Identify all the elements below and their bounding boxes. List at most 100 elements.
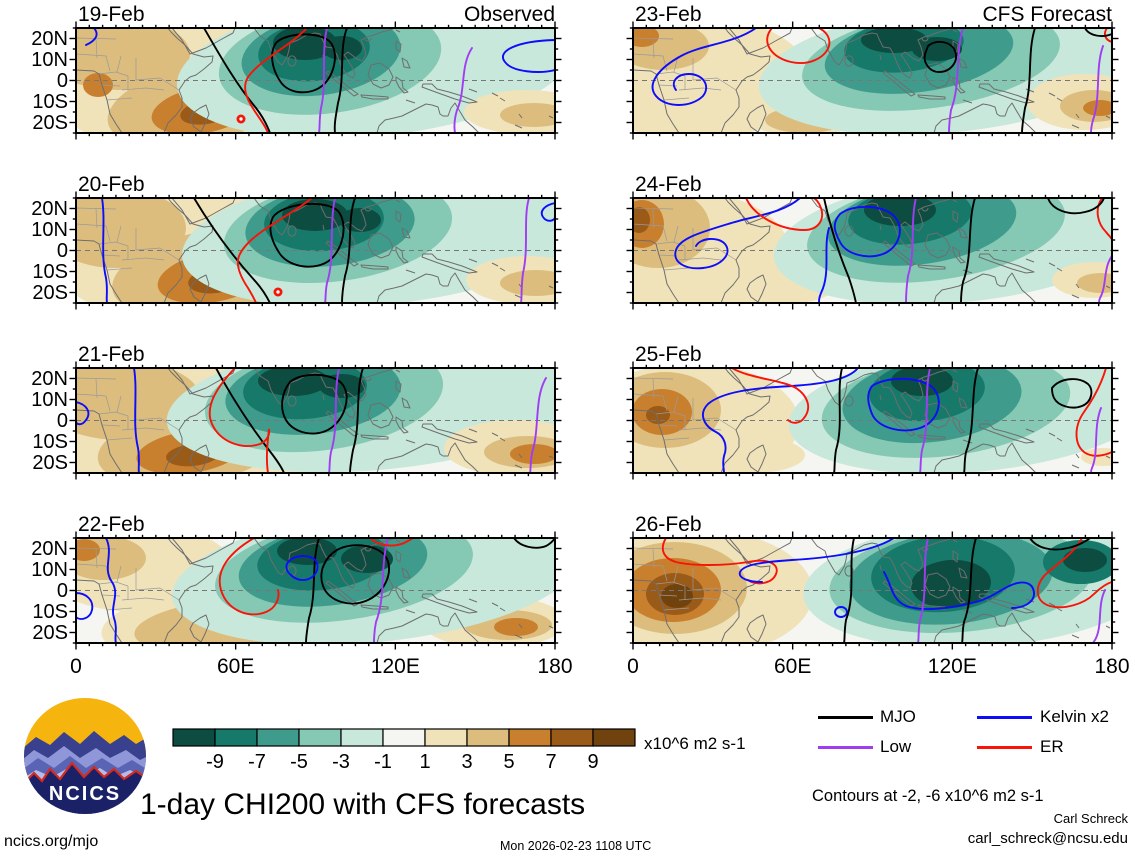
legend-line-er [977, 746, 1032, 749]
contour-k [271, 33, 336, 94]
contour-p [919, 368, 931, 473]
contour-b [76, 401, 90, 426]
contour-b [651, 28, 757, 106]
contour-b [502, 39, 555, 73]
y-axis-label: 10S [32, 260, 68, 283]
colorbar-cell [172, 728, 216, 747]
colorbar-tick-label: -9 [206, 751, 224, 773]
contour-r [745, 198, 823, 231]
contour-b [883, 571, 1035, 610]
colorbar-tick-label: -5 [290, 751, 308, 773]
contour-k [269, 203, 345, 268]
panel-date-24feb: 24-Feb [635, 173, 702, 196]
y-axis-label: 0 [56, 69, 68, 92]
contour-b [285, 555, 319, 581]
y-axis-label: 20S [32, 281, 68, 304]
panel-date-19feb: 19-Feb [78, 3, 145, 26]
logo-ridge-line [24, 761, 146, 786]
y-axis-label: 10N [31, 558, 68, 581]
contour-p [905, 198, 917, 303]
map-panel-23feb [626, 21, 1119, 140]
y-axis-label: 20N [31, 367, 68, 390]
contour-b [834, 606, 848, 618]
map-panel-25feb [626, 361, 1119, 480]
contour-k [843, 538, 855, 643]
contour-k [960, 198, 976, 303]
map-ticks [69, 531, 562, 650]
contour-r [218, 538, 280, 616]
x-axis-label: 0 [70, 655, 82, 678]
colorbar-tick-label: -7 [248, 751, 266, 773]
legend-line-kelvin [977, 716, 1032, 719]
map-panel-26feb [626, 531, 1119, 650]
generation-timestamp: Mon 2026-02-23 1108 UTC [500, 839, 652, 853]
contour-r [661, 538, 778, 585]
contour-p [1090, 407, 1102, 473]
y-axis-label: 20N [31, 27, 68, 50]
x-axis-label: 180 [1094, 655, 1130, 678]
contour-k [823, 198, 857, 303]
colorbar-cell [298, 728, 342, 747]
colorbar-cell [214, 728, 258, 747]
tropical-storm-icon [236, 114, 246, 124]
contour-k [961, 538, 977, 643]
contour-p [520, 198, 530, 303]
map-panel-20feb [69, 191, 562, 310]
contour-b [105, 538, 117, 643]
x-axis-label: 60E [216, 655, 255, 678]
contour-r [1036, 538, 1112, 609]
y-axis-label: 10N [31, 218, 68, 241]
contour-k [1047, 198, 1105, 215]
x-axis-label: 120E [370, 655, 420, 678]
y-axis-label: 10N [31, 388, 68, 411]
contour-r [244, 28, 308, 133]
panel-date-20feb: 20-Feb [78, 173, 145, 196]
contour-k [215, 368, 285, 473]
contour-b [867, 377, 940, 432]
panel-date-26feb: 26-Feb [635, 513, 702, 536]
x-axis-label: 120E [927, 655, 977, 678]
colorbar-tick-label: 7 [545, 751, 557, 773]
map-ticks [69, 21, 562, 140]
y-axis-label: 10S [32, 430, 68, 453]
colorbar-cell [256, 728, 300, 747]
contour-r [731, 368, 810, 424]
colorbar-tick-label: -3 [332, 751, 350, 773]
contour-k [333, 28, 348, 133]
contour-r [766, 28, 831, 64]
contour-p [1098, 255, 1112, 303]
contour-b [540, 202, 555, 222]
map-ticks [69, 191, 562, 310]
contour-k [513, 538, 555, 549]
site-url: ncics.org/mjo [4, 833, 99, 850]
tropical-storm-icon [273, 287, 283, 297]
figure-title: 1-day CHI200 with CFS forecasts [140, 788, 586, 821]
contour-p [328, 368, 340, 473]
legend-label-kelvin: Kelvin x2 [1040, 707, 1109, 726]
y-axis-label: 20S [32, 451, 68, 474]
contour-k [193, 198, 271, 303]
colorbar-tick-label: 5 [503, 751, 515, 773]
colorbar-cell [424, 728, 468, 747]
map-panel-19feb [69, 21, 562, 140]
colorbar-cell [550, 728, 594, 747]
logo-text: NCICS [49, 783, 121, 805]
y-axis-label: 20S [32, 111, 68, 134]
map-panel-22feb [69, 531, 562, 650]
colorbar-cell [340, 728, 384, 747]
contour-k [203, 28, 271, 133]
credit-name: Carl Schreck [1053, 811, 1128, 826]
legend-label-er: ER [1040, 737, 1064, 756]
x-axis-label: 60E [773, 655, 812, 678]
ncics-logo: NCICS [24, 698, 146, 814]
y-axis-label: 10S [32, 90, 68, 113]
legend-label-mjo: MJO [880, 707, 916, 726]
map-panel-24feb [626, 191, 1119, 310]
contour-r [236, 198, 313, 303]
colorbar-cell [382, 728, 426, 747]
column-heading-observed: Observed [463, 3, 555, 26]
y-axis-label: 0 [56, 239, 68, 262]
colorbar-tick-label: 3 [461, 751, 473, 773]
contour-b [702, 368, 859, 473]
